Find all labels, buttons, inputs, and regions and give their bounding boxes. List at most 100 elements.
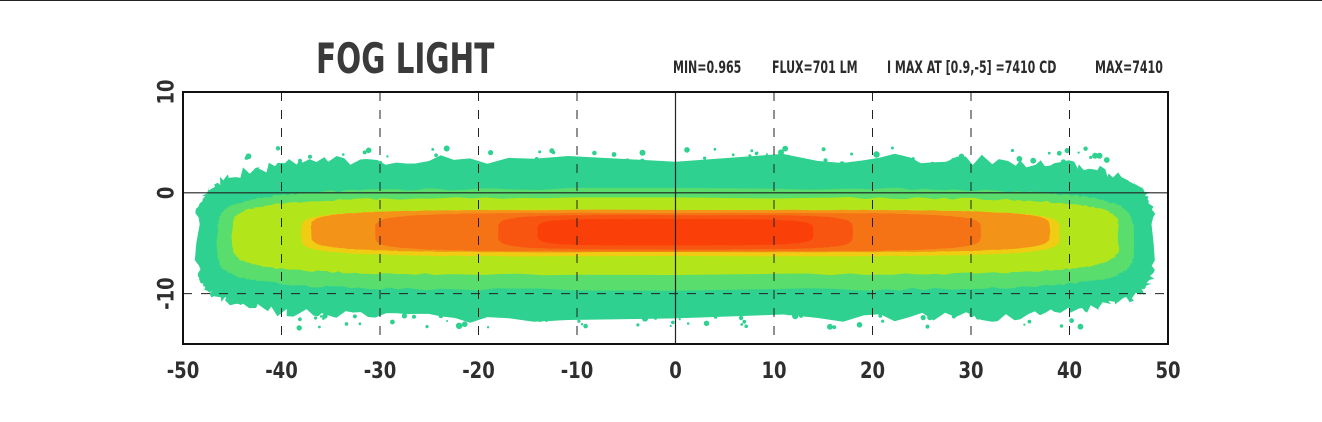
speckle [548, 315, 555, 321]
speckle [678, 318, 681, 321]
x-tick-label: 10 [761, 357, 786, 383]
speckle [898, 313, 904, 319]
speckle [342, 153, 345, 156]
speckle [731, 153, 735, 157]
speckle [636, 323, 640, 327]
speckle [890, 146, 894, 150]
speckle [538, 317, 543, 322]
speckle [920, 315, 926, 321]
speckle [344, 322, 349, 326]
speckle [641, 315, 649, 322]
speckle [714, 159, 722, 167]
speckle [1059, 324, 1064, 328]
speckle [976, 311, 983, 319]
stat-flux: FLUX=701 LM [772, 58, 858, 78]
speckle [1047, 151, 1051, 155]
x-tick-label: 40 [1057, 357, 1082, 383]
speckle [1023, 323, 1026, 326]
speckle [1027, 319, 1032, 324]
speckle [486, 326, 490, 329]
speckle [765, 153, 769, 156]
speckle [724, 159, 731, 166]
speckle [823, 158, 828, 163]
speckle [799, 313, 803, 318]
top-border-line [0, 0, 1322, 1]
speckle [821, 147, 826, 152]
speckle [1069, 318, 1074, 323]
speckle [640, 158, 645, 163]
speckle [685, 312, 691, 317]
speckle [669, 324, 672, 327]
speckle [412, 314, 416, 319]
speckle [653, 316, 658, 320]
speckle [714, 315, 718, 318]
speckle [358, 322, 362, 326]
speckle [703, 156, 707, 160]
speckle [560, 158, 566, 164]
speckle [930, 161, 935, 166]
speckle [1016, 156, 1023, 162]
speckle [542, 161, 545, 164]
grid-lines [183, 92, 1168, 344]
speckle [1064, 148, 1070, 154]
stat-max: MAX=7410 [1095, 58, 1163, 78]
speckle [434, 153, 438, 157]
stat-min: MIN=0.965 [673, 58, 742, 78]
speckle [544, 318, 549, 322]
speckle [881, 319, 885, 323]
speckle [639, 149, 646, 156]
speckle [595, 314, 599, 318]
speckle [401, 313, 407, 319]
speckle [684, 147, 690, 153]
speckle [556, 159, 560, 163]
speckle [583, 323, 588, 329]
speckle [787, 312, 790, 316]
speckle [927, 314, 933, 321]
speckle [873, 151, 880, 158]
speckle [379, 161, 383, 164]
speckle [750, 149, 754, 153]
x-tick-label: -30 [364, 357, 397, 383]
speckle [275, 146, 281, 151]
y-axis-ticks: 10 0 -10 [153, 79, 179, 309]
speckle [744, 324, 748, 329]
chart-title: FOG LIGHT [316, 34, 495, 83]
speckle [1092, 152, 1099, 159]
speckle [311, 161, 316, 166]
speckle [322, 317, 325, 320]
x-tick-label: -10 [561, 357, 594, 383]
speckle [298, 158, 302, 163]
speckle [245, 153, 252, 160]
speckle [856, 322, 863, 328]
speckle [888, 156, 891, 159]
speckle [352, 314, 357, 319]
speckle [1103, 157, 1110, 163]
speckle [671, 320, 675, 325]
speckle [703, 320, 710, 326]
speckle [978, 160, 985, 167]
speckle [1010, 148, 1015, 153]
speckle [756, 311, 759, 315]
speckle [742, 319, 747, 324]
speckle [443, 145, 450, 152]
speckle [365, 147, 372, 154]
speckle [850, 152, 854, 156]
y-tick-label: 10 [153, 79, 179, 104]
speckle [624, 158, 631, 164]
speckle [892, 156, 899, 162]
speckle [611, 152, 617, 157]
x-tick-label: -20 [462, 357, 495, 383]
speckle [438, 313, 444, 319]
speckle [446, 320, 449, 322]
speckle [756, 151, 759, 154]
speckle [577, 319, 581, 323]
speckle [1030, 157, 1037, 164]
x-tick-label: -50 [167, 357, 200, 383]
speckle [601, 161, 608, 167]
speckle [908, 313, 913, 317]
y-tick-label: -10 [153, 277, 179, 310]
x-tick-label: 0 [669, 357, 682, 383]
speckle [778, 149, 784, 156]
x-tick-label: 30 [958, 357, 983, 383]
